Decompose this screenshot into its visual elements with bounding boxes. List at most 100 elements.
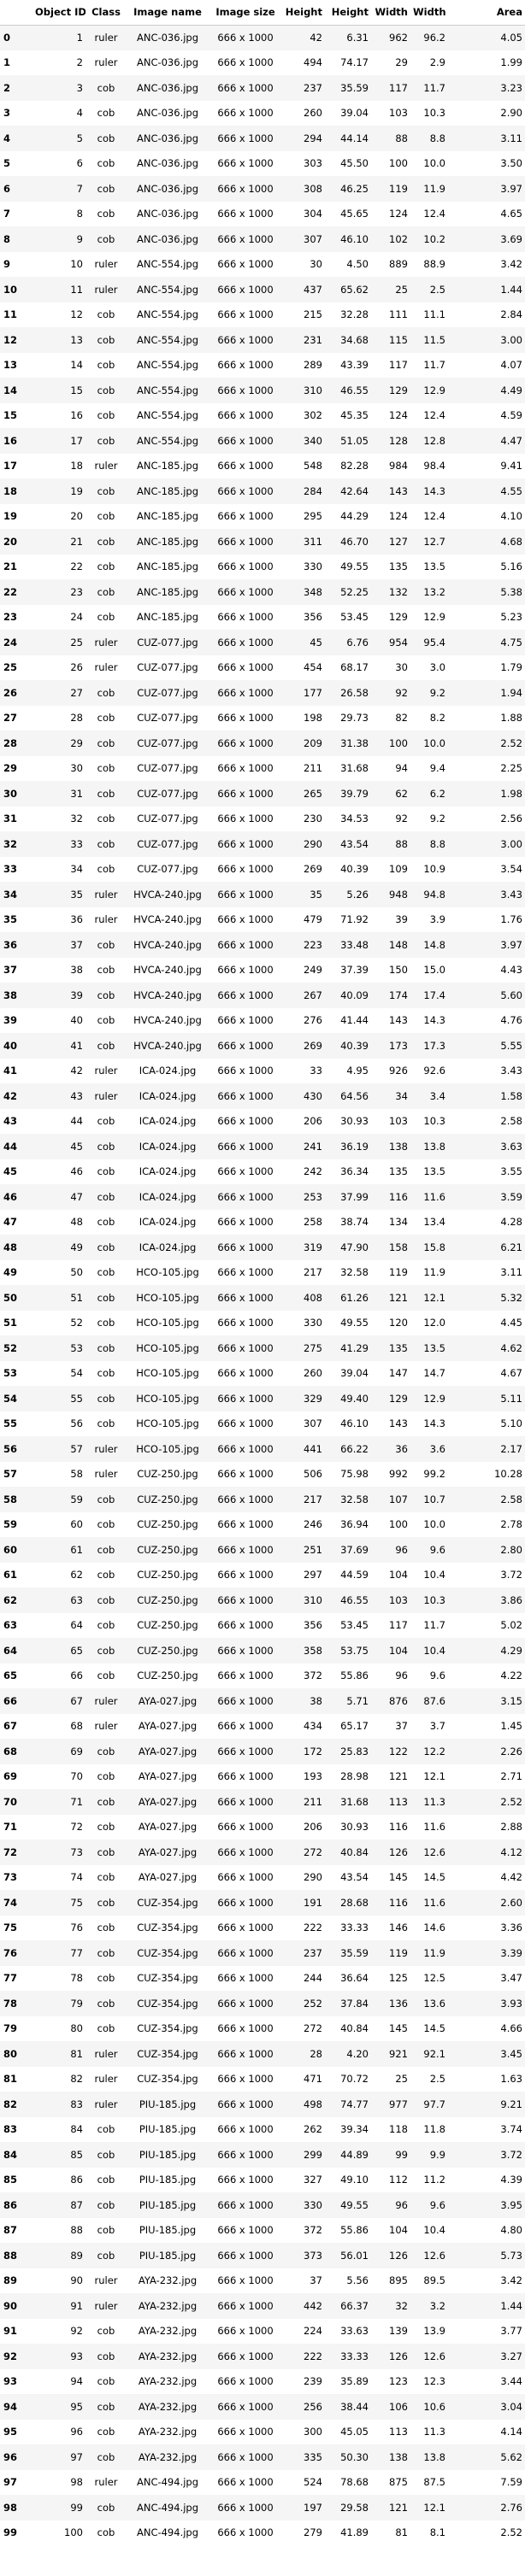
cell-object-id: 35 (70, 888, 83, 901)
cell-object-id: 50 (70, 1266, 83, 1279)
cell-image-name: HCO-105.jpg (136, 1392, 199, 1405)
table-row: 67 68 ruler AYA-027.jpg 666 x 1000 434 65.17 37… (0, 1713, 525, 1739)
cell-class: cob (97, 2526, 115, 2539)
column-header-area: Area (448, 0, 525, 26)
cell-width-cm: 12.9 (423, 384, 445, 396)
cell-object-id: 21 (70, 535, 83, 548)
cell-height-px: 471 (304, 2073, 322, 2086)
cell-index: 74 (3, 1896, 18, 1909)
cell-image-size: 666 x 1000 (217, 32, 274, 44)
cell-object-id: 69 (70, 1745, 83, 1757)
cell-area: 3.42 (500, 258, 522, 271)
cell-width-cm: 12.8 (423, 434, 445, 447)
cell-index: 3 (3, 107, 11, 120)
cell-area: 4.12 (500, 1845, 522, 1858)
cell-index: 65 (3, 1669, 18, 1682)
cell-area: 2.26 (500, 1745, 522, 1757)
cell-image-size: 666 x 1000 (217, 1291, 274, 1304)
cell-width-cm: 92.6 (423, 1065, 445, 1077)
table-row: 38 39 cob HVCA-240.jpg 666 x 1000 267 40.09 174… (0, 983, 525, 1008)
cell-object-id: 46 (70, 1165, 83, 1178)
cell-object-id: 41 (70, 1039, 83, 1052)
cell-image-size: 666 x 1000 (217, 762, 274, 775)
cell-index: 44 (3, 1140, 18, 1153)
cell-index: 8 (3, 232, 11, 245)
cell-area: 4.49 (500, 384, 522, 396)
cell-height-px: 276 (304, 1014, 322, 1027)
cell-width-cm: 92.1 (423, 2047, 445, 2060)
cell-height-cm: 32.58 (340, 1493, 369, 1505)
cell-area: 3.44 (500, 2375, 522, 2388)
cell-class: cob (97, 2148, 115, 2161)
cell-image-name: CUZ-354.jpg (137, 1896, 198, 1909)
cell-image-size: 666 x 1000 (217, 1593, 274, 1606)
cell-object-id: 58 (70, 1468, 83, 1481)
cell-image-name: CUZ-077.jpg (137, 636, 198, 648)
cell-height-cm: 45.50 (340, 157, 369, 170)
cell-width-cm: 14.3 (423, 1014, 445, 1027)
cell-class: cob (97, 1946, 115, 1959)
cell-index: 30 (3, 787, 18, 800)
cell-index: 54 (3, 1392, 18, 1405)
cell-object-id: 64 (70, 1619, 83, 1632)
cell-class: ruler (94, 32, 118, 44)
cell-object-id: 45 (70, 1140, 83, 1153)
cell-object-id: 17 (70, 434, 83, 447)
cell-width-px: 36 (395, 1442, 408, 1455)
cell-area: 4.29 (500, 1644, 522, 1657)
cell-height-px: 241 (304, 1140, 322, 1153)
cell-area: 5.60 (500, 989, 522, 1001)
cell-height-px: 237 (304, 81, 322, 94)
cell-height-cm: 36.94 (340, 1518, 369, 1531)
cell-width-px: 119 (389, 182, 408, 195)
cell-height-px: 304 (304, 208, 322, 220)
cell-width-px: 39 (395, 913, 408, 926)
cell-height-cm: 5.26 (346, 888, 369, 901)
cell-height-px: 45 (310, 636, 322, 648)
cell-width-px: 173 (389, 1039, 408, 1052)
cell-image-size: 666 x 1000 (217, 2501, 274, 2514)
cell-object-id: 67 (70, 1694, 83, 1707)
cell-index: 67 (3, 1720, 18, 1733)
cell-object-id: 85 (70, 2148, 83, 2161)
cell-index: 55 (3, 1417, 18, 1430)
table-row: 6 7 cob ANC-036.jpg 666 x 1000 308 46.25 119 11.… (0, 176, 525, 202)
cell-image-name: CUZ-250.jpg (137, 1619, 198, 1632)
cell-image-size: 666 x 1000 (217, 1115, 274, 1128)
cell-image-size: 666 x 1000 (217, 2148, 274, 2161)
cell-class: cob (97, 1745, 115, 1757)
table-row: 87 88 cob PIU-185.jpg 666 x 1000 372 55.86 104 1… (0, 2217, 525, 2243)
cell-index: 9 (3, 258, 11, 271)
cell-class: cob (97, 1997, 115, 2010)
cell-object-id: 15 (70, 384, 83, 396)
cell-index: 92 (3, 2350, 18, 2362)
cell-height-cm: 35.59 (340, 1946, 369, 1959)
cell-class: cob (97, 1241, 115, 1253)
cell-image-size: 666 x 1000 (217, 560, 274, 573)
cell-class: cob (97, 232, 115, 245)
cell-area: 3.93 (500, 1997, 522, 2010)
cell-width-cm: 12.1 (423, 1291, 445, 1304)
cell-image-name: ICA-024.jpg (139, 1089, 197, 1102)
cell-class: ruler (94, 1694, 118, 1707)
cell-image-size: 666 x 1000 (217, 1821, 274, 1834)
cell-width-cm: 96.2 (423, 32, 445, 44)
cell-image-size: 666 x 1000 (217, 2022, 274, 2035)
table-row: 56 57 ruler HCO-105.jpg 666 x 1000 441 66.22 36… (0, 1436, 525, 1462)
cell-height-px: 372 (304, 2224, 322, 2237)
cell-width-cm: 12.0 (423, 1317, 445, 1329)
cell-index: 49 (3, 1266, 18, 1279)
cell-index: 21 (3, 560, 18, 573)
cell-height-cm: 44.14 (340, 132, 369, 144)
cell-object-id: 3 (76, 81, 83, 94)
cell-width-px: 113 (389, 2426, 408, 2438)
cell-object-id: 13 (70, 333, 83, 346)
cell-image-size: 666 x 1000 (217, 2350, 274, 2362)
cell-object-id: 78 (70, 1972, 83, 1985)
cell-height-px: 267 (304, 989, 322, 1001)
cell-index: 19 (3, 510, 18, 523)
cell-width-px: 129 (389, 384, 408, 396)
cell-index: 71 (3, 1821, 18, 1834)
cell-object-id: 76 (70, 1922, 83, 1934)
cell-index: 51 (3, 1317, 18, 1329)
